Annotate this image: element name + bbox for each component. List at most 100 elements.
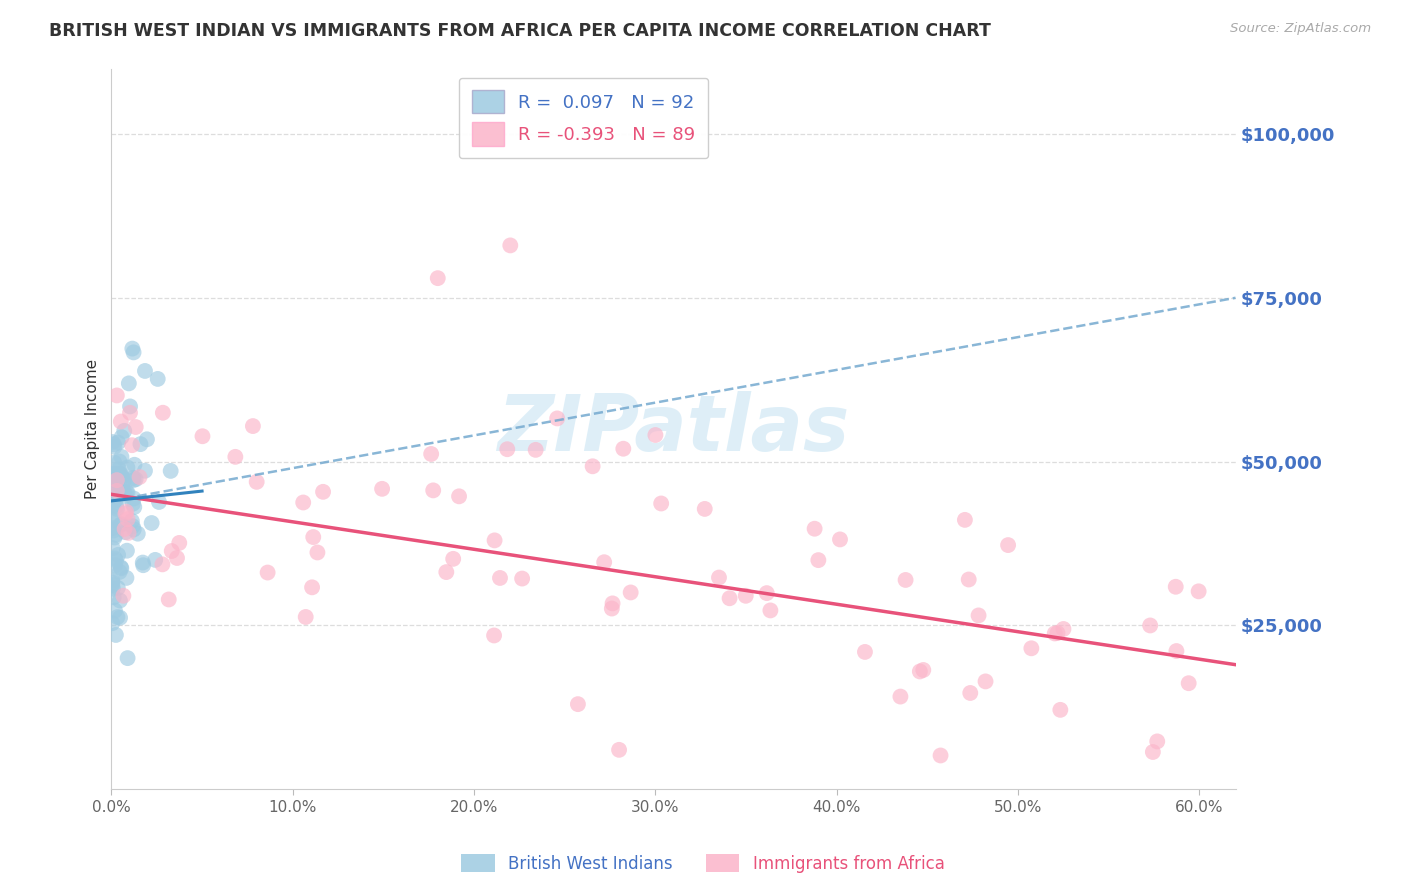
Point [889, 690, 911, 704]
Point [129, 437, 152, 451]
Point [108, 454, 131, 468]
Point [1188, 584, 1211, 599]
Point [101, 541, 124, 555]
Point [104, 473, 127, 487]
Point [121, 519, 143, 533]
Point [644, 428, 666, 442]
Point [101, 513, 124, 527]
Point [1049, 703, 1071, 717]
Point [242, 419, 264, 434]
Point [122, 500, 145, 514]
Point [124, 458, 146, 472]
Point [169, 536, 191, 550]
Point [104, 551, 127, 566]
Point [134, 364, 156, 378]
Point [112, 487, 135, 501]
Point [114, 522, 136, 536]
Point [111, 470, 134, 484]
Point [132, 556, 155, 570]
Point [482, 628, 505, 642]
Point [957, 573, 980, 587]
Point [105, 483, 128, 498]
Point [929, 748, 952, 763]
Point [125, 420, 148, 434]
Point [101, 435, 124, 450]
Point [101, 489, 124, 503]
Point [108, 467, 131, 481]
Point [132, 558, 155, 573]
Point [121, 342, 143, 356]
Point [134, 464, 156, 478]
Point [108, 593, 131, 607]
Point [441, 552, 464, 566]
Point [371, 482, 394, 496]
Point [853, 645, 876, 659]
Point [101, 467, 124, 482]
Point [166, 551, 188, 566]
Point [600, 601, 623, 615]
Point [101, 574, 124, 588]
Point [104, 485, 127, 500]
Point [828, 533, 851, 547]
Point [191, 429, 214, 443]
Point [115, 485, 138, 500]
Text: Source: ZipAtlas.com: Source: ZipAtlas.com [1230, 22, 1371, 36]
Point [104, 531, 127, 545]
Point [612, 442, 634, 456]
Point [157, 592, 180, 607]
Point [115, 571, 138, 585]
Point [484, 533, 506, 548]
Y-axis label: Per Capita Income: Per Capita Income [86, 359, 100, 499]
Point [101, 508, 124, 523]
Point [122, 345, 145, 359]
Point [111, 479, 134, 493]
Point [912, 663, 935, 677]
Point [112, 589, 135, 603]
Point [894, 573, 917, 587]
Point [121, 514, 143, 528]
Point [103, 499, 125, 513]
Point [108, 565, 131, 579]
Point [104, 527, 127, 541]
Point [101, 616, 124, 631]
Point [1146, 734, 1168, 748]
Point [246, 475, 269, 489]
Point [152, 558, 174, 572]
Point [152, 406, 174, 420]
Point [146, 372, 169, 386]
Point [1043, 626, 1066, 640]
Point [110, 560, 132, 574]
Point [607, 743, 630, 757]
Point [104, 558, 127, 573]
Point [301, 580, 323, 594]
Point [104, 493, 127, 508]
Point [117, 525, 139, 540]
Point [524, 442, 547, 457]
Point [101, 575, 124, 590]
Point [114, 507, 136, 521]
Point [974, 674, 997, 689]
Point [114, 489, 136, 503]
Text: BRITISH WEST INDIAN VS IMMIGRANTS FROM AFRICA PER CAPITA INCOME CORRELATION CHAR: BRITISH WEST INDIAN VS IMMIGRANTS FROM A… [49, 22, 991, 40]
Point [105, 501, 128, 516]
Point [115, 543, 138, 558]
Point [115, 505, 138, 519]
Point [127, 526, 149, 541]
Point [160, 544, 183, 558]
Point [117, 485, 139, 500]
Point [107, 610, 129, 624]
Point [755, 586, 778, 600]
Point [141, 516, 163, 530]
Point [292, 495, 315, 509]
Point [496, 442, 519, 457]
Legend: R =  0.097   N = 92, R = -0.393   N = 89: R = 0.097 N = 92, R = -0.393 N = 89 [458, 78, 709, 158]
Point [121, 438, 143, 452]
Point [118, 406, 141, 420]
Point [122, 497, 145, 511]
Point [105, 553, 128, 567]
Point [908, 665, 931, 679]
Point [110, 430, 132, 444]
Point [510, 572, 533, 586]
Point [117, 460, 139, 475]
Point [105, 500, 128, 514]
